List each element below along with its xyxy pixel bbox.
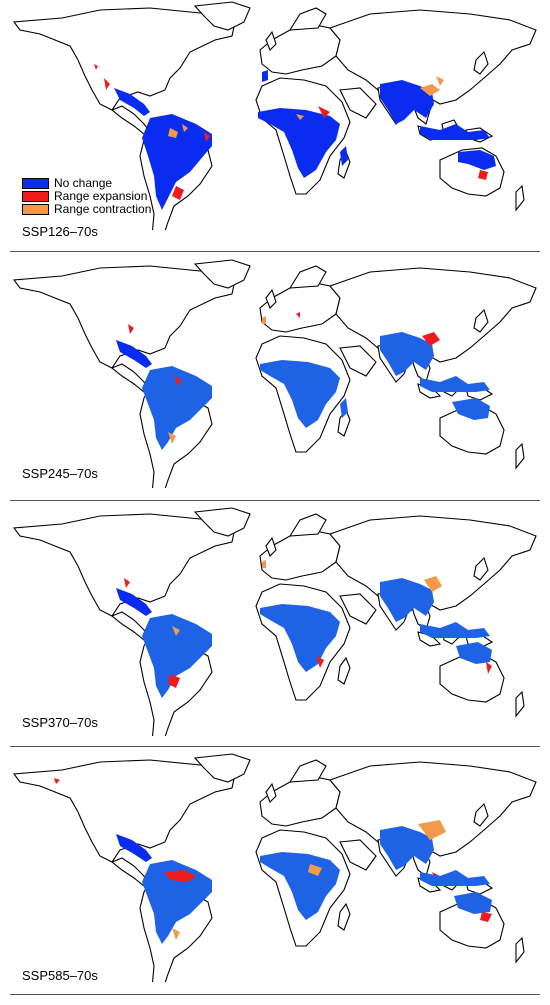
range-contraction [418,820,446,840]
map-panel-ssp126: No change Range expansion Range contract… [0,0,550,250]
world-map-ssp370 [13,507,537,736]
range-no-change [380,80,434,124]
range-contraction [308,864,322,876]
range-no-change [420,124,490,140]
range-contraction [420,84,440,96]
legend-label: Range contraction [54,202,152,216]
legend-swatch-range-contraction [22,204,49,215]
range-contraction [436,76,444,86]
range-expansion [422,332,440,346]
range-expansion [54,778,60,784]
range-no-change [260,360,340,428]
range-contraction [172,928,180,940]
range-no-change [452,398,490,420]
world-map-ssp245 [13,259,537,488]
range-no-change [340,146,348,166]
range-no-change [458,150,496,170]
range-no-change [380,332,434,376]
range-expansion [174,376,182,386]
range-no-change [142,114,212,210]
range-no-change [260,604,340,672]
range-no-change [420,870,490,886]
world-map-ssp585 [13,753,537,982]
range-contraction [424,576,442,592]
legend-swatch-no-change [22,178,49,189]
range-no-change [456,642,492,664]
range-no-change [114,88,150,116]
range-no-change [420,376,490,392]
range-expansion [164,870,196,882]
panel-divider [10,251,540,252]
range-contraction [262,316,266,324]
legend-label: Range expansion [54,189,148,203]
range-expansion [172,186,184,200]
range-expansion [480,912,492,922]
range-expansion [316,656,324,668]
panel-divider [10,746,540,747]
range-no-change [420,622,490,638]
map-panel-ssp585: SSP585–70s [0,752,550,1002]
map-panel-ssp370: SSP370–70s [0,506,550,746]
range-contraction [182,124,188,132]
range-no-change [116,588,152,616]
range-expansion [318,106,330,118]
scenario-label: SSP585–70s [22,968,98,983]
range-expansion [478,170,488,180]
range-contraction [262,560,266,568]
panel-divider [10,500,540,501]
scenario-label: SSP126–70s [22,224,98,239]
range-expansion [296,312,300,318]
range-expansion [94,64,98,70]
range-no-change [380,826,434,870]
range-expansion [486,662,492,674]
range-no-change [142,366,212,450]
world-map-ssp126 [13,1,537,230]
range-no-change [116,340,152,368]
range-contraction [168,128,178,138]
legend-label: No change [54,176,113,190]
range-no-change [142,614,212,698]
legend-swatch-range-expansion [22,191,49,202]
range-expansion [128,324,134,334]
range-expansion [204,132,210,142]
range-expansion [262,70,268,82]
range-expansion [168,674,180,688]
map-panel-ssp245: SSP245–70s [0,258,550,498]
range-no-change [142,860,212,944]
scenario-label: SSP370–70s [22,715,98,730]
range-contraction [168,432,176,444]
range-no-change [116,834,152,862]
range-no-change [258,108,340,178]
range-no-change [380,578,434,622]
range-no-change [454,892,492,914]
range-expansion [124,578,130,588]
range-no-change [340,398,348,418]
range-expansion [104,78,110,90]
panel-divider [10,994,540,995]
range-contraction [296,114,304,120]
range-contraction [172,626,180,636]
scenario-label: SSP245–70s [22,466,98,481]
